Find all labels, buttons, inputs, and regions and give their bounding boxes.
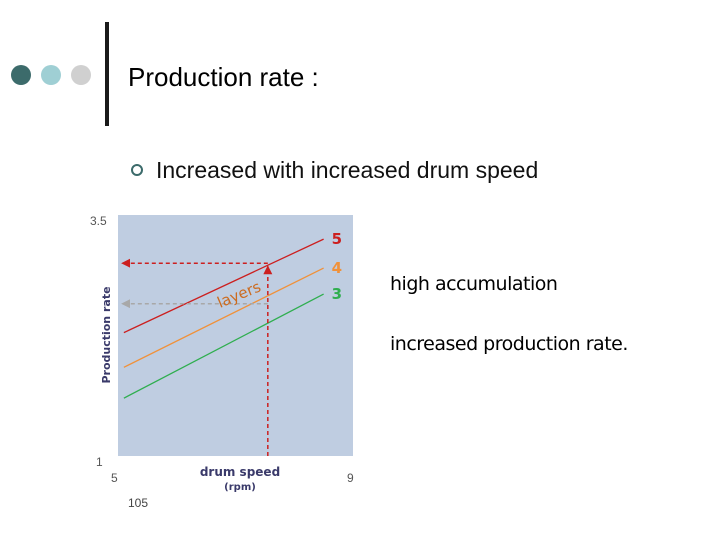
y-axis-label: Production rate <box>100 286 113 383</box>
slide-title: Production rate : <box>128 62 319 92</box>
series-line-5 <box>123 238 324 334</box>
note-increased-production-rate: increased production rate. <box>390 333 628 355</box>
decor-dot-3 <box>71 65 91 85</box>
x-tick-max: 9 <box>347 471 354 485</box>
y-tick-min: 1 <box>96 455 103 469</box>
bullet-text: Increased with increased drum speed <box>156 157 539 183</box>
page-number: 105 <box>128 496 149 510</box>
title-divider <box>105 22 109 126</box>
bullet-circle-icon <box>131 164 143 176</box>
x-axis-label: drum speed <box>200 465 280 479</box>
x-axis-unit: (rpm) <box>224 482 256 493</box>
series-label-4: 4 <box>332 259 342 277</box>
decor-dot-1 <box>11 65 31 85</box>
series-line-4 <box>123 267 324 368</box>
plot-area <box>118 215 353 456</box>
note-high-accumulation: high accumulation <box>390 273 558 295</box>
series-label-3: 3 <box>332 285 342 303</box>
y-tick-max: 3.5 <box>90 214 107 228</box>
decor-dot-2 <box>41 65 61 85</box>
series-line-3 <box>123 293 324 399</box>
x-tick-min: 5 <box>111 471 118 485</box>
series-label-5: 5 <box>332 230 342 248</box>
